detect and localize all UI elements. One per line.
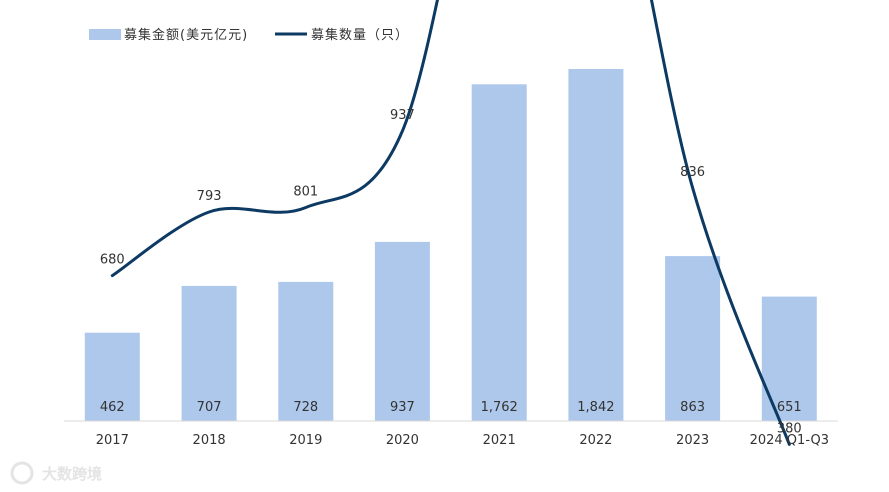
legend-label-line: 募集数量（只） [311,27,409,43]
bar-2023 [665,256,721,421]
bar-2017 [84,332,140,421]
bar-value-label: 1,842 [577,400,614,415]
bar-value-label: 728 [293,400,318,415]
bar-value-label: 937 [390,400,415,415]
x-tick-label: 2017 [96,433,129,448]
bar-value-label: 707 [197,400,222,415]
bar-value-label: 651 [777,400,802,415]
line-value-label: 801 [293,185,318,200]
line-value-label: 680 [100,253,125,268]
bar-value-label: 1,762 [481,400,518,415]
x-tick-label: 2024 Q1-Q3 [750,433,829,448]
bar-2020 [374,241,430,421]
x-tick-label: 2020 [386,433,419,448]
watermark: 大数跨境 [10,461,102,485]
line-labels-group: 6807938019371,6081,582836380 [100,108,802,436]
x-tick-label: 2019 [289,433,322,448]
line-value-label: 380 [777,421,802,436]
line-value-label: 937 [390,108,415,123]
line-value-label: 793 [197,189,222,204]
x-tick-label: 2018 [193,433,226,448]
line-value-label: 836 [680,165,705,180]
bar-2021 [471,84,527,422]
legend-label-bar: 募集金额(美元亿元) [124,27,248,43]
x-tick-label: 2021 [483,433,516,448]
x-tick-label: 2022 [579,433,612,448]
bars-group [84,69,817,422]
bar-2019 [278,281,334,421]
bar-value-label: 863 [680,400,705,415]
watermark-text: 大数跨境 [42,465,102,483]
bar-value-label: 462 [100,400,125,415]
bar-labels-group: 462 707 728 937 1,762 1,842 863 651 [100,400,802,415]
legend-swatch-bar [89,29,121,40]
x-tick-labels-group: 2017 2018 2019 2020 2021 2022 2023 2024 Q1-Q3 [96,433,829,448]
x-tick-label: 2023 [676,433,709,448]
series-line-count [110,0,791,446]
bar-2018 [181,285,237,421]
brand-logo-icon [10,461,34,485]
bar-2022 [568,69,624,421]
legend: 募集金额(美元亿元) 募集数量（只） [89,27,409,43]
